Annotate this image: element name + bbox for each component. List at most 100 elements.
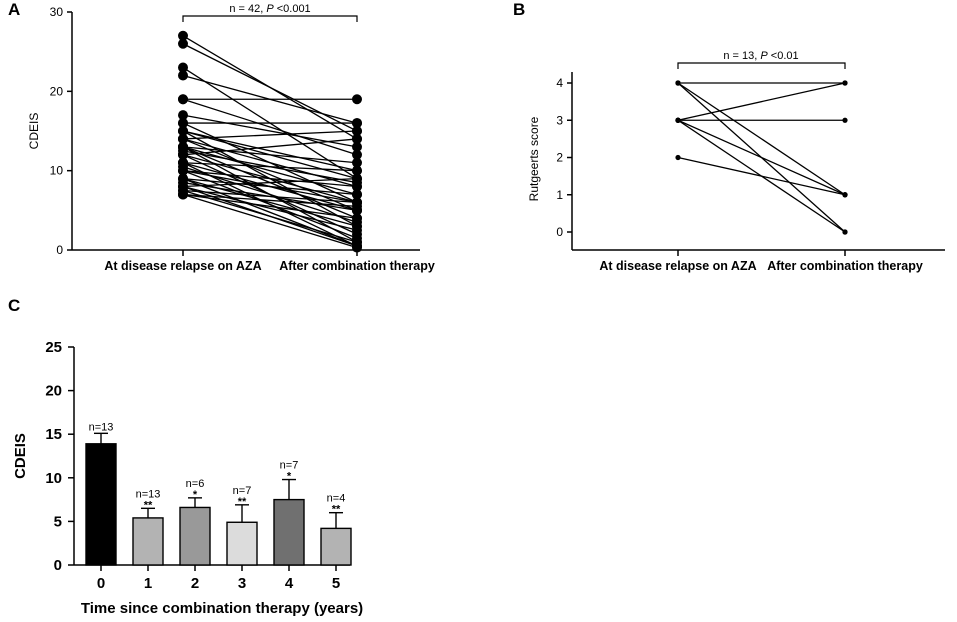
panel-c-bar-0 bbox=[85, 443, 117, 566]
panel-a-bracket bbox=[182, 15, 358, 22]
panel-c-x-tick-label-4: 4 bbox=[285, 575, 294, 592]
panel-a-series-line-40 bbox=[182, 166, 358, 223]
panel-a-series-line-37 bbox=[182, 193, 358, 219]
panel-a-series-line-27 bbox=[182, 170, 358, 239]
panel-a-series-line-13 bbox=[182, 138, 358, 188]
panel-a-point-after-22 bbox=[352, 165, 362, 176]
panel-a-point-after-40 bbox=[352, 217, 362, 228]
panel-a-series-line-39 bbox=[182, 193, 358, 208]
panel-c-y-tick-label-5: 25 bbox=[45, 339, 62, 356]
panel-c-y-tick-label-4: 20 bbox=[45, 383, 62, 400]
panel-a-series-line-30 bbox=[182, 177, 358, 247]
panel-c-significance-3: ** bbox=[238, 496, 247, 508]
panel-a-point-after-28 bbox=[352, 189, 362, 200]
panel-a-point-after-7 bbox=[352, 118, 362, 129]
panel-b-annot-p: P bbox=[760, 50, 768, 62]
panel-c-n-label-0: n=13 bbox=[89, 421, 114, 433]
panel-c-bar-1 bbox=[132, 517, 164, 566]
panel-a: A 0 10 20 30 CDEIS n = 42, P <0.001 At dise… bbox=[8, 0, 435, 273]
panel-a-y-label: CDEIS bbox=[27, 113, 41, 150]
panel-c-bar-3 bbox=[226, 521, 258, 566]
panel-letter-c: C bbox=[8, 296, 20, 315]
panel-b-point-after-7 bbox=[842, 192, 848, 198]
panel-a-y-ticks: 0 10 20 30 bbox=[50, 5, 72, 257]
panel-a-lines bbox=[182, 35, 358, 249]
panel-b-point-after-4 bbox=[842, 117, 848, 123]
panel-c-x-tick-label-3: 3 bbox=[238, 575, 246, 592]
panel-a-series-line-12 bbox=[182, 130, 358, 140]
panel-a-point-before-11 bbox=[178, 126, 188, 136]
panel-b-y-tick-label-4: 4 bbox=[556, 76, 563, 90]
panel-a-point-after-5 bbox=[352, 149, 362, 160]
panel-a-annot-prefix: n = 42, bbox=[229, 3, 266, 15]
panel-a-series-line-16 bbox=[182, 146, 358, 196]
panel-a-series-line-41 bbox=[182, 150, 358, 184]
panel-b-series-line-7 bbox=[677, 156, 846, 196]
panel-b-y-tick-label-3: 3 bbox=[556, 113, 563, 127]
panel-a-series-line-1 bbox=[182, 43, 358, 132]
panel-a-series-line-14 bbox=[182, 138, 358, 211]
panel-a-point-before-2 bbox=[178, 62, 188, 73]
panel-a-point-before-0 bbox=[178, 30, 188, 41]
panel-a-y-tick-label-0: 0 bbox=[56, 243, 63, 257]
panel-a-point-after-15 bbox=[352, 157, 362, 168]
panel-a-series-line-38 bbox=[182, 193, 358, 249]
panel-b-y-tick-label-0: 0 bbox=[556, 225, 563, 239]
panel-c-x-tick-label-0: 0 bbox=[97, 575, 105, 592]
panel-a-series-line-29 bbox=[182, 177, 358, 227]
panel-a-annot-suffix: <0.001 bbox=[274, 3, 311, 15]
panel-b-bracket bbox=[677, 62, 846, 69]
panel-letter-a: A bbox=[8, 0, 20, 19]
panel-a-point-after-41 bbox=[352, 177, 362, 188]
panel-c-n-label-4: n=7 bbox=[280, 460, 299, 472]
panel-a-point-before-40 bbox=[178, 161, 188, 172]
panel-c-x-label: Time since combination therapy (years) bbox=[81, 600, 363, 617]
panel-c-x-tick-label-2: 2 bbox=[191, 575, 199, 592]
panel-b-point-before-7 bbox=[675, 154, 681, 161]
panel-c-y-tick-label-0: 0 bbox=[54, 557, 62, 574]
panel-a-series-line-33 bbox=[182, 185, 358, 231]
panel-b-point-after-3 bbox=[842, 80, 848, 86]
panel-a-point-before-39 bbox=[178, 189, 188, 200]
panel-a-series-line-6 bbox=[182, 114, 358, 148]
panel-a-point-before-6 bbox=[178, 110, 188, 121]
panel-a-series-line-19 bbox=[182, 138, 358, 156]
panel-c-x-tick-label-5: 5 bbox=[332, 575, 340, 592]
panel-a-series-line-32 bbox=[182, 177, 358, 188]
panel-a-annot-p: P bbox=[266, 3, 274, 15]
panel-a-point-after-19 bbox=[352, 133, 362, 144]
panel-c-significance-4: * bbox=[287, 471, 292, 483]
panel-b-x-category-1: After combination therapy bbox=[767, 259, 923, 273]
panel-c-y-tick-label-3: 15 bbox=[45, 426, 62, 443]
panel-a-y-tick-label-2: 20 bbox=[50, 84, 64, 98]
panel-c-n-label-2: n=6 bbox=[186, 478, 205, 490]
panel-b-point-before-6 bbox=[675, 117, 681, 123]
panel-c-bar-2 bbox=[179, 506, 211, 566]
panel-c-bar-5 bbox=[320, 527, 352, 566]
panel-b-series-line-5 bbox=[677, 119, 846, 196]
panel-c-y-ticks: 0 5 10 15 20 25 bbox=[45, 339, 74, 574]
panel-a-series-line-35 bbox=[182, 189, 358, 204]
panel-b-series-line-3 bbox=[677, 82, 846, 121]
panel-b-series-line-1 bbox=[677, 82, 846, 196]
panel-a-point-before-41 bbox=[178, 145, 188, 156]
panel-a-series-line-28 bbox=[182, 177, 358, 196]
panel-a-point-before-1 bbox=[178, 38, 188, 49]
panel-b-y-tick-label-1: 1 bbox=[556, 188, 563, 202]
panel-b-y-tick-label-2: 2 bbox=[556, 151, 563, 165]
panel-a-point-before-5 bbox=[178, 94, 188, 105]
panel-a-x-category-0: At disease relapse on AZA bbox=[104, 259, 261, 273]
panel-letter-b: B bbox=[513, 0, 525, 19]
panel-a-point-after-4 bbox=[352, 94, 362, 105]
panel-a-point-after-6 bbox=[352, 141, 362, 152]
panel-c-x-tick-label-1: 1 bbox=[144, 575, 152, 592]
panel-a-point-before-14 bbox=[178, 133, 188, 144]
panel-a-point-after-39 bbox=[352, 201, 362, 212]
panel-b-y-ticks: 0 1 2 3 4 bbox=[556, 76, 572, 239]
panel-a-y-tick-label-3: 30 bbox=[50, 5, 64, 19]
panel-c-n-label-1: n=13 bbox=[136, 488, 161, 500]
panel-a-annotation: n = 42, P <0.001 bbox=[229, 3, 310, 15]
panel-a-series-line-36 bbox=[182, 189, 358, 243]
